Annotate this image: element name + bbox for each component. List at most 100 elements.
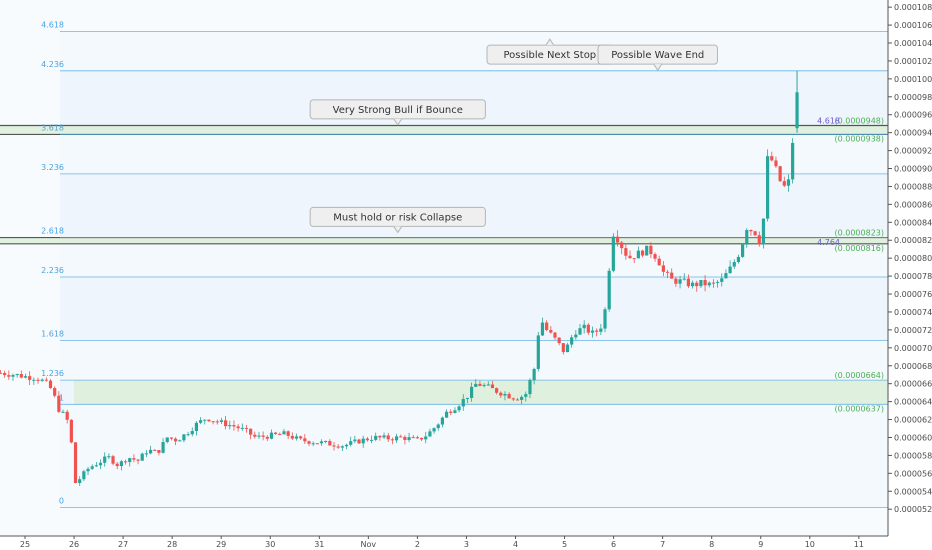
candle-body (690, 282, 695, 287)
candle-body (253, 434, 257, 437)
candle-body (274, 432, 278, 434)
candle-body (307, 441, 311, 444)
candle-body (299, 436, 303, 439)
candle-body (311, 443, 315, 445)
x-tick-label: 28 (167, 540, 177, 549)
candle-body (470, 386, 474, 398)
callout-pointer (653, 63, 663, 72)
candle-body (703, 280, 707, 286)
candle-body (557, 337, 561, 344)
candle-body (228, 425, 232, 427)
callout-box[interactable]: Possible Wave End (597, 44, 718, 72)
candle-body (761, 218, 766, 245)
x-tick-label: 30 (265, 540, 275, 549)
candle-body (173, 438, 178, 442)
candle-body (353, 439, 357, 442)
candle-body (495, 388, 499, 393)
zone-bottom-label: (0.0000938) (834, 134, 884, 143)
candle-body (682, 278, 686, 280)
candle-body (336, 446, 340, 448)
candle-body (153, 449, 157, 451)
fib-band (60, 134, 888, 174)
candle-body (73, 442, 78, 484)
candle-body (361, 438, 365, 444)
candle-body (294, 436, 299, 439)
fib-band (60, 31, 888, 71)
candle-body (532, 368, 536, 381)
candle-body (161, 442, 165, 453)
candle-body (615, 236, 620, 243)
candle-body (549, 330, 553, 333)
candle-body (324, 440, 328, 442)
x-tick-label: 11 (854, 540, 864, 549)
candle-body (148, 449, 153, 454)
x-tick-label: 29 (216, 540, 226, 549)
candle-body (520, 396, 524, 400)
candle-body (415, 437, 419, 439)
candle-body (428, 431, 432, 437)
candle-body (203, 419, 207, 421)
candle-body (136, 459, 140, 461)
candle-body (32, 379, 36, 381)
candle-body (578, 328, 582, 335)
x-tick-label: 2 (415, 540, 420, 549)
candle-body (11, 375, 15, 377)
candle-body (357, 439, 361, 444)
callout-text: Must hold or risk Collapse (333, 212, 462, 223)
candle-body (65, 411, 69, 420)
candle-body (132, 458, 136, 460)
candle-body (624, 248, 628, 256)
candle-body (190, 431, 194, 435)
fib-band (60, 404, 888, 508)
candle-body (632, 258, 636, 260)
candle-body (261, 435, 265, 437)
candle-body (249, 428, 253, 435)
callout-pointer (393, 118, 403, 126)
candle-body (53, 388, 57, 396)
candle-body (207, 419, 211, 422)
candle-body (215, 421, 219, 423)
candle-body (269, 432, 274, 439)
candle-body (382, 435, 386, 438)
x-tick-label: 26 (69, 540, 79, 549)
callout-box[interactable]: Must hold or risk Collapse (309, 206, 486, 234)
candle-body (724, 273, 728, 279)
candle-body (490, 384, 495, 389)
candle-body (244, 427, 249, 429)
candle-body (303, 438, 307, 442)
x-tick-label: 4 (513, 540, 518, 549)
candle-body (795, 92, 799, 129)
candle-body (465, 397, 470, 399)
candle-body (332, 445, 336, 447)
candle-body (290, 435, 294, 439)
zone-bottom-label: (0.0000637) (834, 404, 884, 413)
candle-body (715, 281, 720, 283)
candle-body (115, 463, 119, 467)
candle-body (328, 440, 332, 446)
candle-body (403, 436, 407, 440)
candle-body (457, 406, 461, 411)
candle-body (436, 424, 440, 429)
candle-body (482, 384, 486, 386)
candle-body (782, 181, 786, 186)
candle-body (36, 379, 40, 381)
candle-body (474, 383, 478, 387)
candle-body (378, 435, 382, 438)
callout-box[interactable]: Very Strong Bull if Bounce (309, 99, 486, 126)
candle-body (232, 425, 236, 427)
callout-text: Possible Next Stop (504, 50, 597, 61)
candle-body (374, 435, 378, 440)
